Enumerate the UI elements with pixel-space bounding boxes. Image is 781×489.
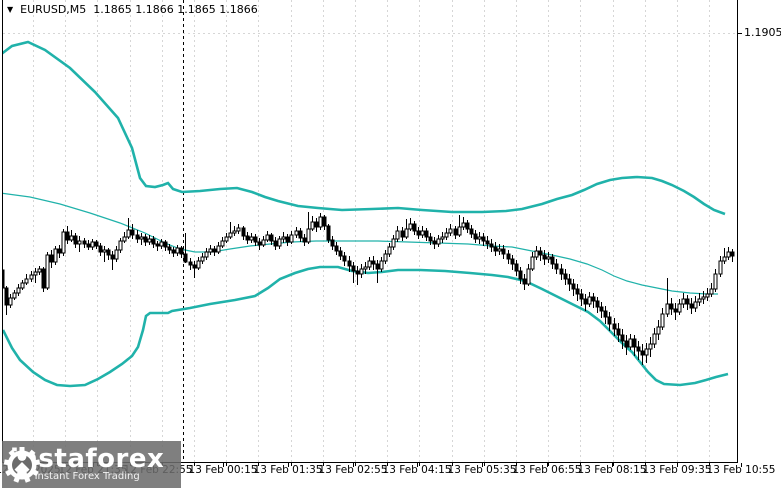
time-tick-label: 13 Feb 09:35 bbox=[642, 464, 712, 476]
chart-title: ▼ EURUSD,M5 1.1865 1.1866 1.1865 1.1866 bbox=[7, 3, 258, 16]
axes-borders bbox=[2, 0, 742, 467]
time-tick-label: 13 Feb 05:35 bbox=[447, 464, 517, 476]
instaforex-watermark: instaforex Instant Forex Trading bbox=[2, 441, 181, 488]
time-tick-label: 13 Feb 06:55 bbox=[512, 464, 582, 476]
bollinger-upper-band bbox=[3, 40, 726, 216]
time-tick-label: 13 Feb 10:55 bbox=[706, 464, 776, 476]
candlesticks bbox=[3, 212, 735, 365]
gear-person-icon bbox=[3, 447, 41, 483]
time-tick-label: 13 Feb 02:55 bbox=[318, 464, 388, 476]
dropdown-triangle-icon[interactable]: ▼ bbox=[7, 5, 14, 14]
bollinger-lower-band bbox=[3, 265, 729, 388]
price-tick-label: 1.1905 bbox=[744, 26, 781, 39]
person-torso bbox=[17, 466, 27, 477]
time-tick-label: 13 Feb 01:35 bbox=[253, 464, 323, 476]
symbol-timeframe-label: EURUSD,M5 bbox=[20, 3, 87, 16]
ohlc-quotes-label: 1.1865 1.1866 1.1865 1.1866 bbox=[93, 3, 258, 16]
person-head bbox=[17, 452, 27, 461]
brand-tagline: Instant Forex Trading bbox=[34, 471, 140, 482]
time-tick-label: 13 Feb 08:15 bbox=[577, 464, 647, 476]
bollinger-middle-band bbox=[3, 192, 718, 295]
gridlines bbox=[3, 0, 737, 462]
time-tick-label: 13 Feb 00:15 bbox=[188, 464, 258, 476]
bollinger-bands bbox=[3, 40, 729, 388]
time-tick-label: 13 Feb 04:15 bbox=[382, 464, 452, 476]
